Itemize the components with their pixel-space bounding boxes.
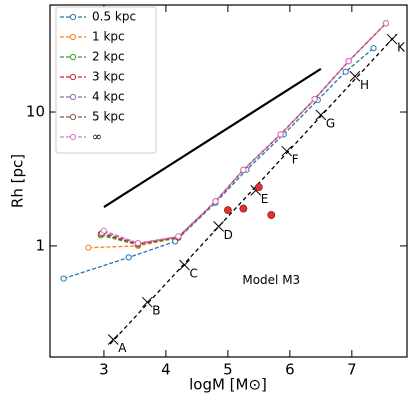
series-point [85,244,92,251]
red-point [267,211,276,219]
x-tick-label: 4 [161,361,171,379]
marker-label: D [224,228,233,242]
red-point [239,204,248,213]
legend-point [69,93,77,101]
series-point [382,20,390,27]
plot-frame [49,4,408,358]
legend-label: 0.5 kpc [92,10,136,24]
legend-label: 3 kpc [92,70,125,84]
cross-marker [349,70,361,82]
marker-label: K [397,41,406,55]
series-point [311,95,318,103]
x-tick-label: 6 [285,361,295,379]
legend-label: ∞ [92,130,102,144]
legend-point [69,33,77,41]
series-point [60,275,67,282]
legend-point [69,113,77,121]
x-tick-label: 3 [99,361,109,379]
cross-marker [386,33,398,45]
cross-marker [213,220,224,232]
legend-label: 2 kpc [92,50,125,64]
legend-label: 4 kpc [92,90,125,104]
solid-line [103,67,322,209]
marker-label: F [292,153,299,167]
series-point [212,198,219,205]
marker-label: A [118,341,127,355]
series-point [240,166,247,173]
series-point [277,131,284,138]
series-point [342,68,349,75]
series-point [370,45,377,52]
dashed-line [109,33,397,345]
legend-label: 1 kpc [92,30,125,44]
cross-marker [315,109,327,121]
x-tick-label: 7 [347,361,357,379]
series-point [345,58,352,65]
marker-label: H [360,78,369,92]
marker-label: G [326,117,335,131]
x-axis-label: logM [M⊙] [189,376,267,394]
legend-point [69,73,77,81]
series-point [125,254,132,261]
legend-point [69,133,77,141]
legend-label: 5 kpc [92,110,125,124]
series-point [100,227,108,234]
cross-marker [107,334,119,345]
marker-label: E [261,192,269,206]
cross-marker [179,259,190,271]
red-point [254,183,263,191]
y-axis-label: Rh [pc] [9,154,27,208]
cross-marker [281,145,293,157]
red-point [223,206,232,215]
annotation: Model M3 [242,273,300,287]
marker-label: C [189,267,197,281]
series-point [134,239,142,247]
cross-marker [141,296,153,308]
marker-label: B [152,304,160,318]
series-point [175,233,182,240]
y-tick-label: 10 [26,103,45,121]
legend-point [69,13,77,21]
x-tick-label: 5 [223,361,233,379]
legend-point [69,53,77,61]
y-tick-label: 1 [35,236,45,254]
